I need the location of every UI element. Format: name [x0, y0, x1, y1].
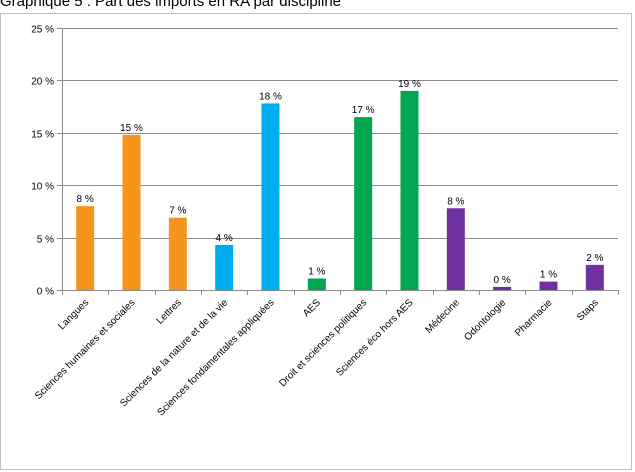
- data-label: 19 %: [398, 79, 421, 90]
- x-tick-label: Médecine: [424, 297, 463, 336]
- x-tick-label: Sciences humaines et sociales: [33, 297, 137, 401]
- x-tick-label: Lettres: [155, 297, 184, 326]
- bar: [354, 117, 372, 290]
- x-tick-label: Langues: [56, 297, 91, 332]
- data-label: 1 %: [540, 270, 557, 281]
- data-label: 7 %: [169, 206, 186, 217]
- data-label: 2 %: [586, 253, 603, 264]
- data-label: 8 %: [447, 196, 464, 207]
- bar: [76, 206, 94, 290]
- y-tick-label: 15 %: [31, 130, 54, 141]
- y-tick-label: 20 %: [31, 77, 54, 88]
- x-tick-label: Odontologie: [462, 297, 508, 343]
- x-tick-label: Droit et sciences politiques: [277, 297, 369, 389]
- data-label: 4 %: [216, 233, 233, 244]
- y-tick-label: 10 %: [31, 182, 54, 193]
- data-label: 8 %: [77, 194, 94, 205]
- data-label: 0 %: [494, 275, 511, 286]
- x-tick-label: AES: [301, 297, 323, 319]
- bar: [493, 287, 511, 290]
- bar: [447, 208, 465, 290]
- x-tick-label: Staps: [575, 297, 601, 323]
- bar: [169, 218, 187, 290]
- bar: [308, 278, 326, 290]
- x-tick-label: Pharmacie: [513, 297, 555, 339]
- y-tick-label: 25 %: [31, 25, 54, 36]
- bar: [540, 282, 558, 290]
- bar: [262, 103, 280, 290]
- data-label: 1 %: [308, 266, 325, 277]
- data-label: 17 %: [352, 105, 375, 116]
- y-tick-label: 0 %: [37, 287, 54, 298]
- bar: [586, 265, 604, 290]
- data-label: 15 %: [120, 123, 143, 134]
- x-tick-label: Sciences éco hors AES: [334, 297, 416, 379]
- bar: [215, 245, 233, 290]
- y-tick-label: 5 %: [37, 235, 54, 246]
- bar: [123, 135, 141, 290]
- bar: [401, 91, 419, 290]
- data-label: 18 %: [259, 91, 282, 102]
